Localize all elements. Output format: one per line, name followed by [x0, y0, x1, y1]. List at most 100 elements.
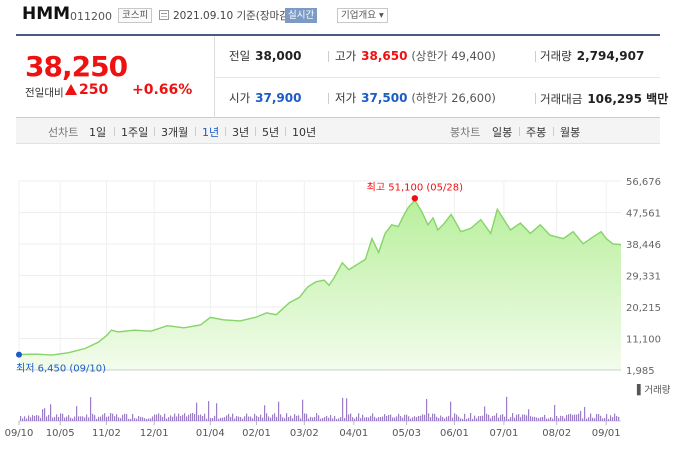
volume-bar [614, 413, 616, 421]
volume-bar [394, 417, 396, 421]
volume-bar [584, 407, 586, 421]
volume-bar [400, 416, 402, 421]
price-line [18, 199, 622, 356]
tab-period-1y[interactable]: 1년 [202, 126, 220, 139]
y-axis-labels: 56,676 47,561 38,446 29,331 20,215 11,100 1,98… [626, 177, 661, 377]
volume-bar [538, 418, 540, 421]
tab-period-1d[interactable]: 1일 [89, 126, 107, 139]
high-marker [411, 195, 419, 202]
volume-bar [166, 418, 168, 421]
volume-bar [170, 415, 172, 421]
volume-bar [342, 397, 344, 421]
volume-bar [488, 414, 490, 421]
y-tick-label: 47,561 [626, 209, 661, 220]
volume-bar [76, 406, 78, 421]
tab-period-3y[interactable]: 3년 [232, 126, 250, 139]
high-cell: 고가 38,650 (상한가 49,400) [335, 48, 496, 64]
volume-bar [186, 416, 188, 421]
volume-bar [556, 415, 558, 421]
divider [214, 36, 215, 120]
tab-separator [519, 127, 520, 136]
tab-period-5y[interactable]: 5년 [262, 126, 280, 139]
volume-bar [356, 416, 358, 421]
volume-bar [372, 413, 374, 421]
volume-bar [576, 414, 578, 421]
volume-bar [142, 417, 144, 421]
volume-bar [292, 418, 294, 421]
divider [328, 51, 329, 62]
volume-bar [278, 401, 280, 421]
volume-bar [134, 418, 136, 421]
volume-bar [466, 418, 468, 421]
volume-bar [212, 417, 214, 421]
volume-bar [250, 416, 252, 421]
volume-legend-label: ▌거래량 [636, 384, 671, 396]
market-badge: 코스피 [118, 8, 153, 23]
volume-bar [552, 418, 554, 421]
volume-bar [218, 418, 220, 421]
volume-bar [288, 416, 290, 421]
volume-bar [594, 418, 596, 421]
volume-bar [206, 418, 208, 421]
y-tick-label: 56,676 [626, 177, 661, 188]
amount-value: 106,295 백만 [587, 92, 669, 106]
volume-bar [272, 414, 274, 421]
volume-bar [376, 418, 378, 421]
volume-bar [616, 415, 618, 421]
volume-bar [40, 417, 42, 421]
volume-bar [494, 415, 496, 421]
volume-bar [484, 406, 486, 421]
tab-candle-weekly[interactable]: 주봉 [526, 126, 547, 139]
x-tick-label: 11/02 [92, 428, 121, 439]
tab-period-1w[interactable]: 1주일 [121, 126, 149, 139]
tab-period-3m[interactable]: 3개월 [161, 126, 189, 139]
tab-candle-monthly[interactable]: 월봉 [560, 126, 581, 139]
volume-bar [568, 414, 570, 421]
volume-bar [86, 414, 88, 421]
volume-bar [470, 413, 472, 421]
volume-bar [64, 417, 66, 421]
line-chart-label: 선차트 [48, 126, 79, 139]
tab-period-10y[interactable]: 10년 [292, 126, 317, 139]
volume-bar [286, 413, 288, 421]
x-tick-label: 09/01 [592, 428, 621, 439]
volume-bar [322, 418, 324, 421]
volume-bar [390, 414, 392, 421]
stock-header: HMM 011200 코스피 2021.09.10 기준(장마감) 실시간 기업… [0, 0, 676, 30]
volume-bar [364, 417, 366, 421]
x-axis-labels: 09/10 10/05 11/02 12/01 01/04 02/01 03/02 04/01… [5, 421, 621, 439]
volume-bar [452, 417, 454, 421]
tab-candle-daily[interactable]: 일봉 [492, 126, 513, 139]
volume-bar [302, 399, 304, 421]
volume-bar [340, 417, 342, 421]
volume-bar [384, 414, 386, 421]
volume-bar [34, 416, 36, 421]
volume-bar [406, 414, 408, 421]
high-annotation: 최고 51,100 (05/28) [367, 181, 463, 193]
y-tick-label: 11,100 [626, 335, 661, 346]
volume-bar [98, 416, 100, 421]
prev-compare-label: 전일대비 [25, 87, 64, 99]
volume-bar [366, 417, 368, 421]
volume-bar [54, 417, 56, 421]
chart-annotations: 최고 51,100 (05/28) 최저 6,450 (09/10) [16, 181, 463, 375]
x-tick-label: 01/04 [196, 428, 225, 439]
volume-bar [416, 417, 418, 421]
volume-bar [246, 413, 248, 421]
volume-bar [436, 416, 438, 421]
low-marker [16, 351, 22, 358]
volume-bar [228, 414, 230, 421]
company-info-button[interactable]: 기업개요 ▾ [337, 8, 388, 23]
volume-bar [456, 414, 458, 421]
volume-bar [490, 418, 492, 421]
current-price: 38,250 [25, 50, 128, 83]
price-area [18, 199, 622, 371]
volume-bar [500, 414, 502, 421]
volume-bar [266, 413, 268, 421]
volume-bar [512, 413, 514, 421]
volume-bar [388, 414, 390, 421]
volume-bar [526, 415, 528, 421]
realtime-button[interactable]: 실시간 [285, 8, 318, 23]
price-chart[interactable]: 56,676 47,561 38,446 29,331 20,215 11,100 1,98… [0, 150, 676, 456]
volume-bar [520, 417, 522, 421]
